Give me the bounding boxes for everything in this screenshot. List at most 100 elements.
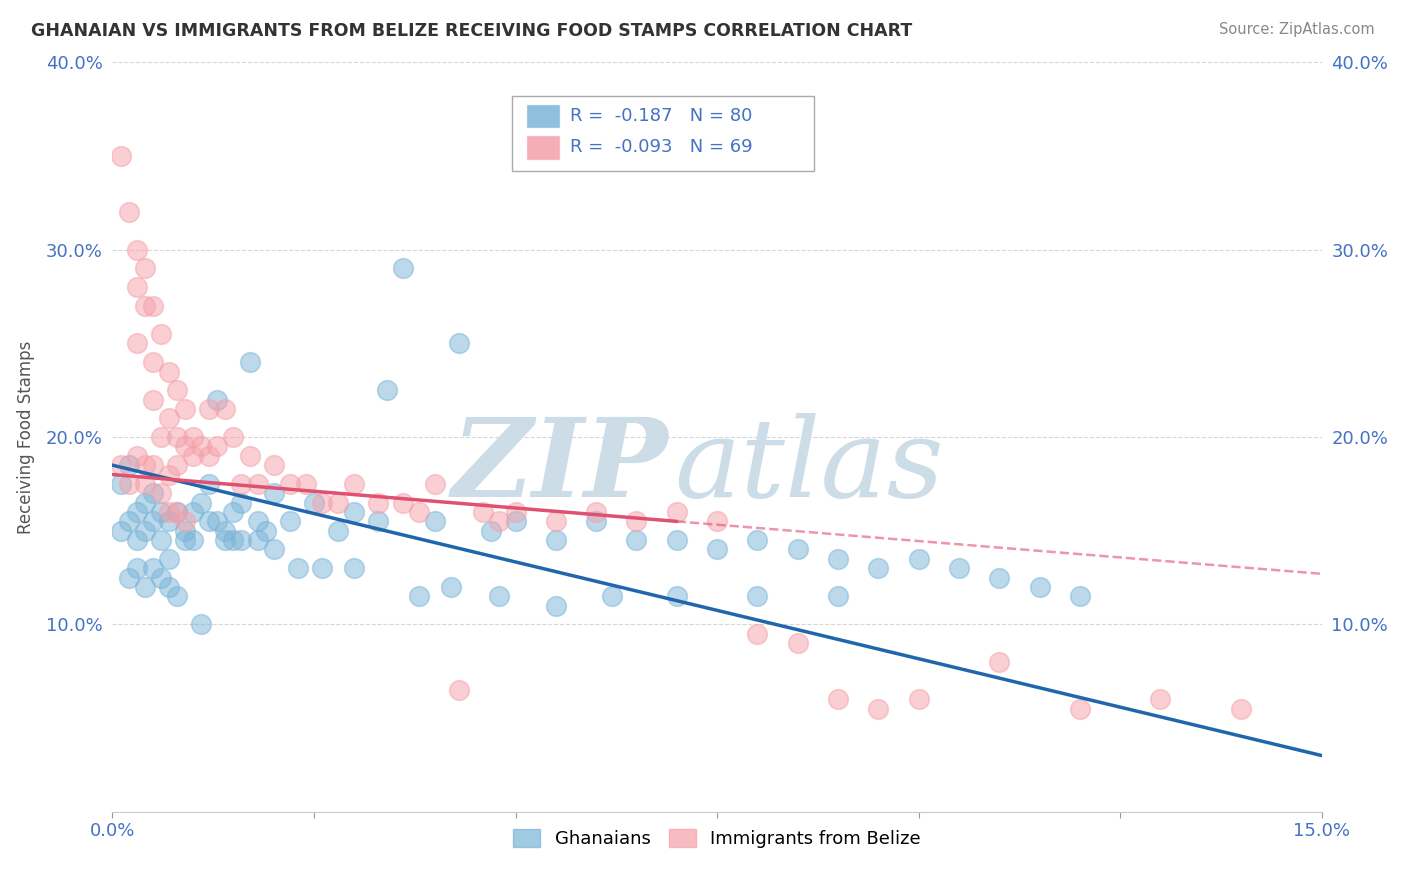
Point (1069, 590, 1091, 604)
Point (174, 524, 197, 538)
Point (449, 336, 471, 351)
Point (157, 411, 180, 425)
Point (747, 590, 769, 604)
Point (287, 561, 309, 575)
Point (110, 476, 132, 491)
Point (149, 430, 172, 444)
Point (166, 505, 188, 519)
Point (157, 551, 180, 566)
Point (367, 514, 389, 528)
Point (190, 440, 212, 453)
Point (449, 683, 471, 698)
Point (214, 401, 236, 416)
Point (343, 505, 366, 519)
Point (134, 496, 156, 510)
Point (142, 355, 165, 369)
Point (440, 580, 463, 594)
Point (142, 514, 165, 528)
Point (302, 496, 325, 510)
Point (827, 590, 849, 604)
Point (868, 561, 890, 575)
Point (117, 458, 139, 473)
Point (375, 384, 398, 398)
Point (149, 326, 172, 341)
Point (125, 505, 148, 519)
Point (190, 617, 212, 632)
Point (166, 505, 188, 519)
Point (222, 533, 245, 547)
Point (263, 486, 285, 500)
Point (166, 590, 188, 604)
Point (125, 533, 148, 547)
Point (149, 505, 172, 519)
Point (181, 449, 204, 463)
Bar (526, 135, 560, 160)
Point (134, 476, 156, 491)
Point (665, 505, 688, 519)
Bar (526, 103, 560, 128)
Point (174, 401, 197, 416)
Point (988, 571, 1011, 585)
Point (626, 533, 648, 547)
Point (238, 449, 260, 463)
Point (198, 476, 221, 491)
Point (544, 514, 567, 528)
Text: R =  -0.187   N = 80: R = -0.187 N = 80 (569, 107, 752, 125)
Point (488, 590, 510, 604)
Point (488, 514, 510, 528)
Text: atlas: atlas (675, 413, 945, 521)
Point (125, 243, 148, 257)
Point (157, 467, 180, 482)
Point (472, 505, 495, 519)
Point (505, 505, 527, 519)
Point (125, 280, 148, 294)
Point (117, 476, 139, 491)
Point (626, 514, 648, 528)
Point (907, 551, 929, 566)
Point (665, 590, 688, 604)
Point (391, 261, 413, 276)
Point (207, 514, 229, 528)
Point (125, 449, 148, 463)
Point (948, 561, 970, 575)
Point (174, 514, 197, 528)
Point (278, 476, 301, 491)
Point (868, 701, 890, 715)
Point (343, 476, 366, 491)
Point (231, 476, 253, 491)
Point (254, 524, 277, 538)
Point (827, 551, 849, 566)
Point (157, 505, 180, 519)
Point (1028, 580, 1050, 594)
Point (423, 476, 446, 491)
Point (214, 524, 236, 538)
Point (134, 458, 156, 473)
Point (110, 149, 132, 163)
Text: R =  -0.093   N = 69: R = -0.093 N = 69 (569, 138, 752, 156)
Point (231, 496, 253, 510)
Point (408, 505, 430, 519)
Point (166, 384, 188, 398)
Point (706, 542, 728, 557)
Point (238, 355, 260, 369)
Text: Source: ZipAtlas.com: Source: ZipAtlas.com (1219, 22, 1375, 37)
Point (585, 505, 607, 519)
Point (988, 655, 1011, 669)
Point (166, 430, 188, 444)
Point (157, 580, 180, 594)
Point (117, 571, 139, 585)
Point (117, 514, 139, 528)
Point (328, 524, 350, 538)
Point (181, 430, 204, 444)
Point (110, 524, 132, 538)
Text: ZIP: ZIP (453, 413, 669, 521)
Point (174, 440, 197, 453)
Point (149, 533, 172, 547)
Point (479, 524, 502, 538)
FancyBboxPatch shape (512, 96, 814, 171)
Point (207, 440, 229, 453)
Point (198, 449, 221, 463)
Point (110, 458, 132, 473)
Point (747, 533, 769, 547)
Point (343, 561, 366, 575)
